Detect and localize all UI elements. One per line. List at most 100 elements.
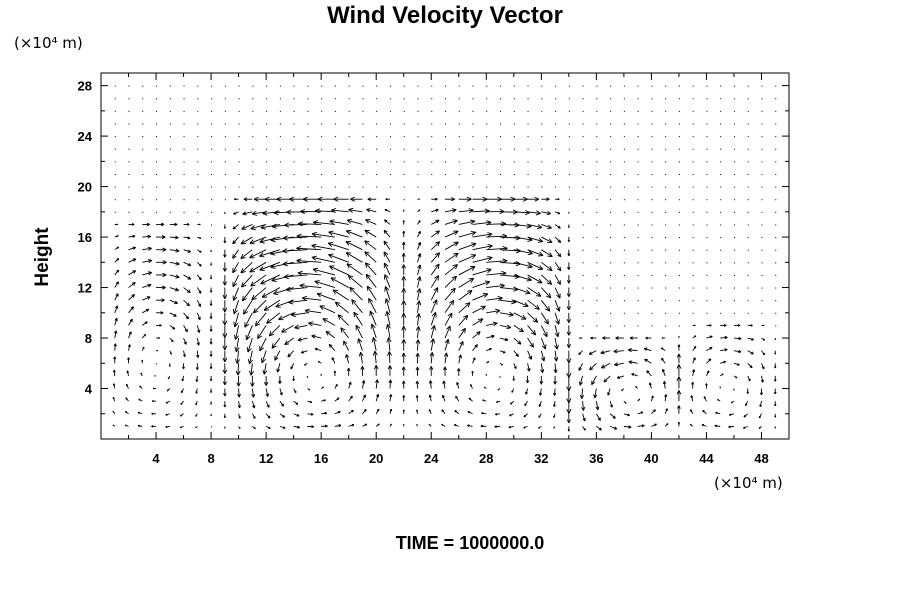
vector-point bbox=[541, 186, 543, 188]
vector-point bbox=[500, 148, 502, 150]
vector-arrow bbox=[142, 296, 151, 301]
vector-arrow bbox=[209, 350, 213, 357]
vector-arrow bbox=[180, 400, 184, 405]
vector-arrow bbox=[733, 375, 738, 379]
vector-point bbox=[651, 85, 653, 87]
vector-point bbox=[307, 186, 309, 188]
vector-point bbox=[610, 85, 612, 87]
vector-arrow bbox=[181, 388, 184, 394]
vector-arrow bbox=[259, 261, 281, 271]
vector-arrow bbox=[441, 423, 446, 427]
vector-point bbox=[527, 136, 529, 138]
vector-point bbox=[733, 148, 735, 150]
vector-arrow bbox=[613, 349, 624, 354]
vector-arrow bbox=[112, 410, 116, 415]
vector-point bbox=[417, 98, 419, 100]
vector-point bbox=[665, 136, 667, 138]
vector-point bbox=[211, 85, 213, 87]
vector-point bbox=[555, 186, 557, 188]
vector-point bbox=[114, 98, 116, 100]
vector-point bbox=[720, 224, 722, 226]
vector-arrow bbox=[513, 196, 528, 202]
vector-arrow bbox=[513, 249, 533, 256]
vector-point bbox=[761, 199, 763, 201]
vector-point bbox=[747, 249, 749, 251]
vector-point bbox=[733, 199, 735, 201]
vector-arrow bbox=[383, 240, 391, 250]
vector-point bbox=[472, 123, 474, 125]
vector-arrow bbox=[486, 321, 498, 327]
vector-point bbox=[692, 300, 694, 302]
vector-arrow bbox=[527, 299, 540, 310]
vector-arrow bbox=[720, 323, 727, 327]
vector-arrow bbox=[623, 413, 630, 417]
vector-arrow bbox=[365, 219, 377, 225]
vector-arrow bbox=[541, 261, 553, 272]
vector-point bbox=[637, 274, 639, 276]
vector-arrow bbox=[243, 197, 253, 202]
vector-arrow bbox=[472, 232, 493, 238]
vector-arrow bbox=[600, 350, 611, 355]
vector-arrow bbox=[513, 299, 529, 308]
vector-arrow bbox=[329, 265, 349, 276]
vector-arrow bbox=[235, 363, 241, 376]
vector-point bbox=[348, 148, 350, 150]
vector-point bbox=[747, 148, 749, 150]
vector-arrow bbox=[169, 274, 180, 279]
vector-arrow bbox=[510, 400, 515, 405]
vector-point bbox=[637, 262, 639, 264]
vector-arrow bbox=[348, 395, 353, 402]
vector-point bbox=[747, 287, 749, 289]
vector-arrow bbox=[276, 363, 281, 373]
vector-arrow bbox=[595, 401, 600, 411]
vector-point bbox=[665, 325, 667, 327]
vector-arrow bbox=[317, 360, 322, 364]
vector-arrow bbox=[301, 295, 322, 301]
vector-point bbox=[389, 110, 391, 112]
x-tick-label: 20 bbox=[369, 451, 383, 466]
vector-arrow bbox=[350, 196, 363, 202]
vector-arrow bbox=[237, 401, 241, 409]
vector-arrow bbox=[156, 222, 165, 227]
vector-arrow bbox=[222, 274, 228, 286]
vector-arrow bbox=[579, 388, 585, 399]
vector-point bbox=[114, 161, 116, 163]
vector-point bbox=[706, 85, 708, 87]
vector-point bbox=[747, 274, 749, 276]
vector-arrow bbox=[169, 261, 180, 266]
vector-arrow bbox=[311, 255, 336, 263]
vector-point bbox=[623, 148, 625, 150]
vector-arrow bbox=[249, 261, 267, 273]
vector-point bbox=[279, 136, 281, 138]
vector-arrow bbox=[540, 287, 552, 299]
vector-point bbox=[224, 199, 226, 201]
vector-point bbox=[623, 136, 625, 138]
vector-point bbox=[596, 312, 598, 314]
vector-arrow bbox=[676, 364, 682, 376]
vector-arrow bbox=[553, 363, 558, 374]
vector-arrow bbox=[279, 425, 286, 429]
vector-point bbox=[114, 211, 116, 213]
vector-arrow bbox=[719, 386, 721, 389]
vector-point bbox=[720, 300, 722, 302]
vector-arrow bbox=[513, 337, 522, 345]
vector-arrow bbox=[554, 249, 562, 258]
vector-arrow bbox=[485, 374, 487, 376]
vector-point bbox=[458, 173, 460, 175]
vector-point bbox=[500, 186, 502, 188]
vector-arrow bbox=[364, 240, 377, 251]
vector-point bbox=[623, 123, 625, 125]
vector-arrow bbox=[662, 381, 667, 389]
vector-arrow bbox=[154, 375, 157, 377]
vector-point bbox=[183, 199, 185, 201]
vector-arrow bbox=[743, 413, 749, 418]
vector-arrow bbox=[373, 365, 379, 376]
vector-point bbox=[582, 161, 584, 163]
vector-point bbox=[142, 186, 144, 188]
vector-point bbox=[692, 186, 694, 188]
vector-arrow bbox=[279, 400, 284, 407]
vector-arrow bbox=[273, 287, 294, 295]
vector-point bbox=[362, 98, 364, 100]
vector-arrow bbox=[279, 413, 286, 418]
vector-point bbox=[747, 237, 749, 239]
